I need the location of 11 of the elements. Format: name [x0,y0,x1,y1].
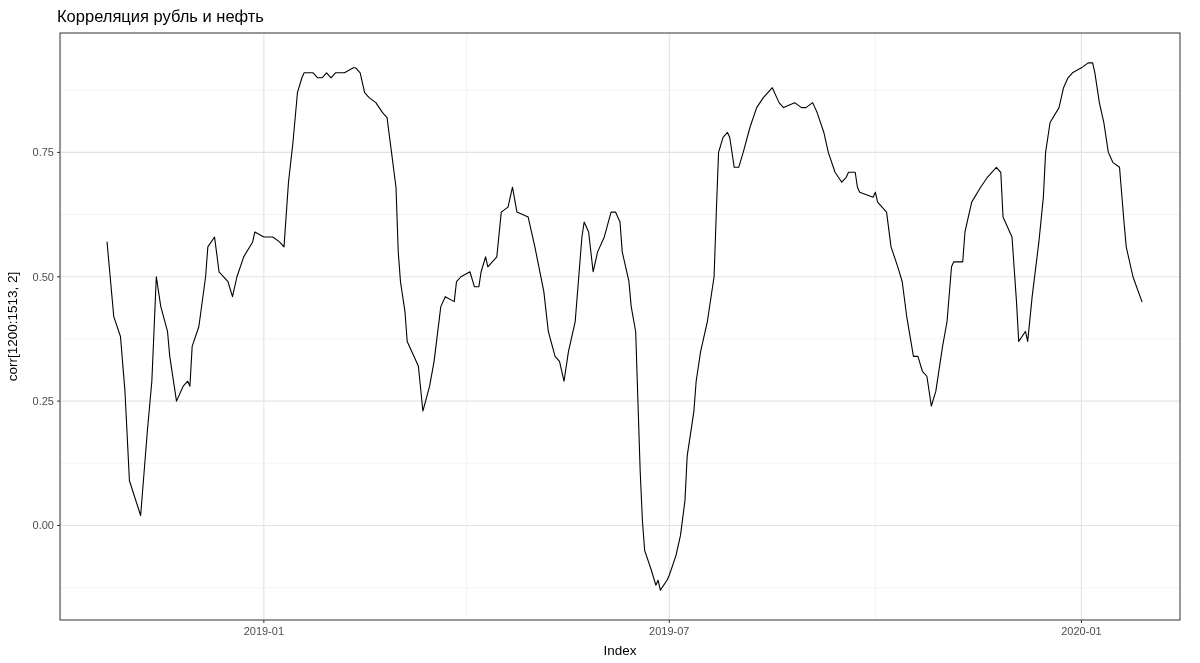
y-tick-label: 0.75 [32,146,54,159]
y-tick-label: 0.50 [32,270,54,283]
y-tick-label: 0.00 [32,519,54,532]
x-tick-label: 2019-01 [243,625,285,637]
y-tick-label: 0.25 [32,394,54,407]
x-tick-label: 2020-01 [1061,625,1102,637]
x-tick-label: 2019-07 [649,625,690,637]
chart-title: Корреляция рубль и нефть [57,7,264,25]
line-series [106,62,1143,591]
x-axis-title: Index [603,643,637,658]
y-axis-title: corr[1200:1513, 2] [5,271,20,382]
